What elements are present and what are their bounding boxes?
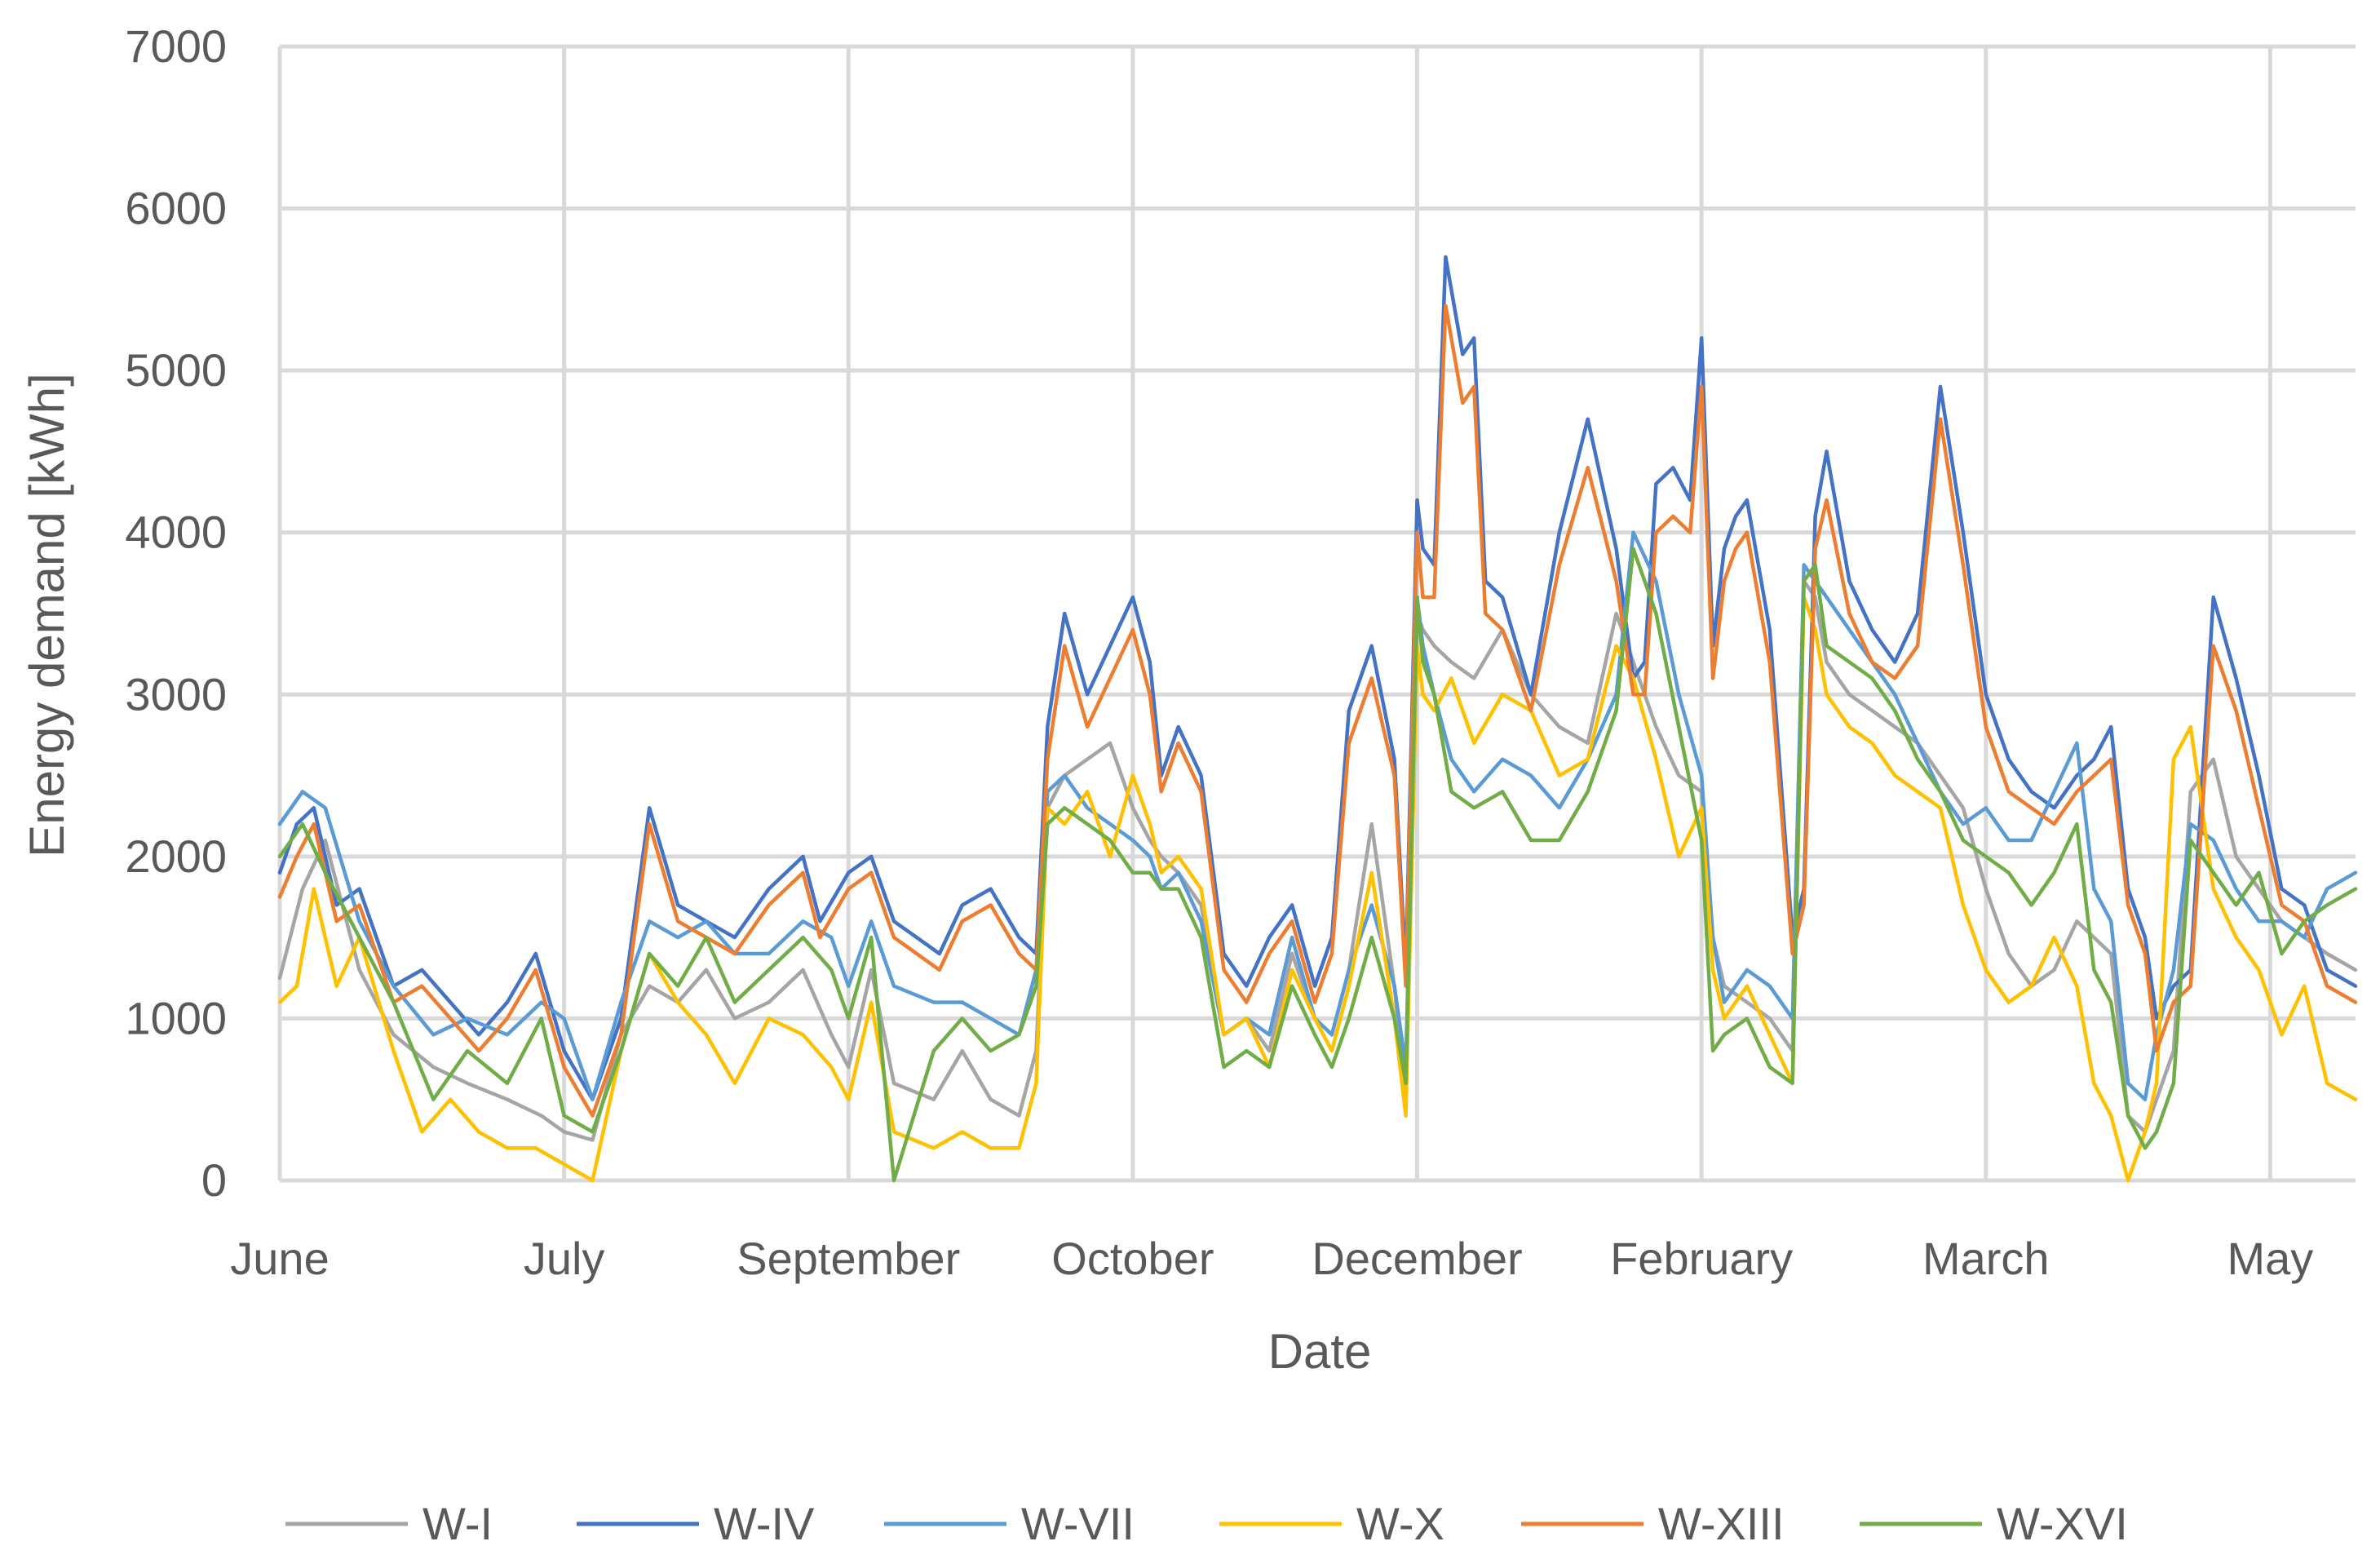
- x-tick-label: October: [1051, 1233, 1214, 1284]
- x-tick-label: March: [1922, 1233, 2050, 1284]
- legend-label-w-xvi: W-XVI: [1997, 1498, 2128, 1549]
- legend-label-w-vii: W-VII: [1021, 1498, 1135, 1549]
- x-tick-label: February: [1610, 1233, 1793, 1284]
- y-tick-label: 4000: [125, 507, 227, 558]
- series-line-w-xvi: [277, 547, 2358, 1183]
- legend-label-w-x: W-X: [1356, 1498, 1444, 1549]
- gridlines: [277, 44, 2356, 1183]
- x-tick-label: May: [2227, 1233, 2314, 1284]
- y-tick-label: 3000: [125, 668, 227, 720]
- y-tick-label: 5000: [125, 344, 227, 396]
- series-line-w-iv: [277, 255, 2358, 1101]
- y-tick-label: 7000: [125, 20, 227, 72]
- y-tick-label: 1000: [125, 992, 227, 1043]
- series-line-w-x: [277, 595, 2358, 1183]
- y-axis-title: Energy demand [kWh]: [20, 373, 74, 857]
- legend-label-w-xiii: W-XIII: [1658, 1498, 1785, 1549]
- y-tick-labels: 0 1000 2000 3000 4000 5000 6000 7000: [125, 20, 227, 1206]
- series-line-w-xiii: [277, 303, 2358, 1118]
- x-tick-label: June: [230, 1233, 329, 1284]
- x-tick-label: July: [524, 1233, 605, 1284]
- legend: W-I W-IV W-VII W-X W-XIII W-XVI: [285, 1498, 2128, 1549]
- x-tick-labels: June July September October December February…: [230, 1233, 2313, 1284]
- legend-label-w-i: W-I: [422, 1498, 493, 1549]
- legend-label-w-iv: W-IV: [714, 1498, 815, 1549]
- x-tick-label: December: [1312, 1233, 1522, 1284]
- y-tick-label: 2000: [125, 830, 227, 882]
- x-axis-title: Date: [1268, 1324, 1372, 1379]
- y-tick-label: 0: [201, 1154, 227, 1206]
- series-line-w-i: [277, 579, 2358, 1142]
- x-tick-label: September: [737, 1233, 960, 1284]
- series-lines: [277, 255, 2358, 1183]
- y-tick-label: 6000: [125, 183, 227, 234]
